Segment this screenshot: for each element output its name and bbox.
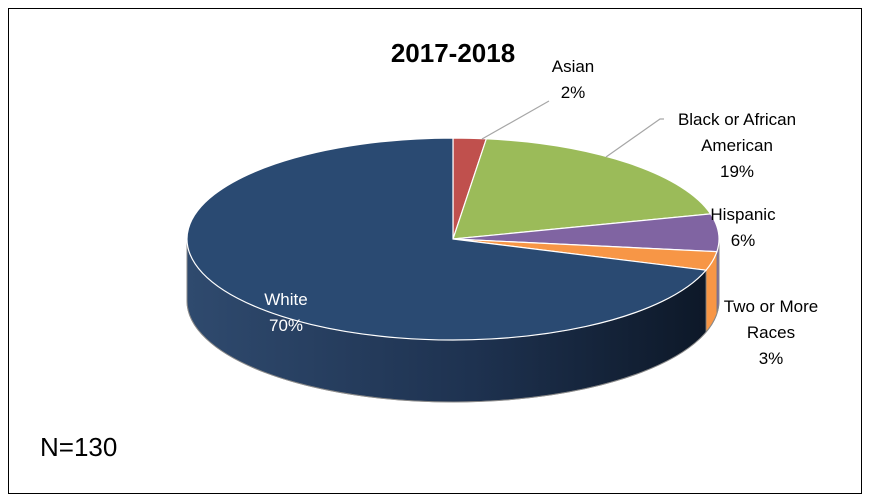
data-label-black-or-african-american: Black or African American 19% [678,110,796,181]
data-label-hispanic: Hispanic 6% [710,205,776,250]
leader-line-asian [481,100,550,140]
data-label-asian: Asian 2% [552,57,595,102]
data-label-two-or-more-races: Two or More Races 3% [724,297,818,368]
slice-black-or-african-american [452,138,712,240]
slice-white [186,137,708,341]
sample-size-note: N=130 [40,432,118,462]
pie-rim [186,239,720,403]
data-label-white: White 70% [264,290,307,335]
chart-title: 2017-2018 [391,38,515,68]
leader-line-black-or-african-american [605,118,664,158]
